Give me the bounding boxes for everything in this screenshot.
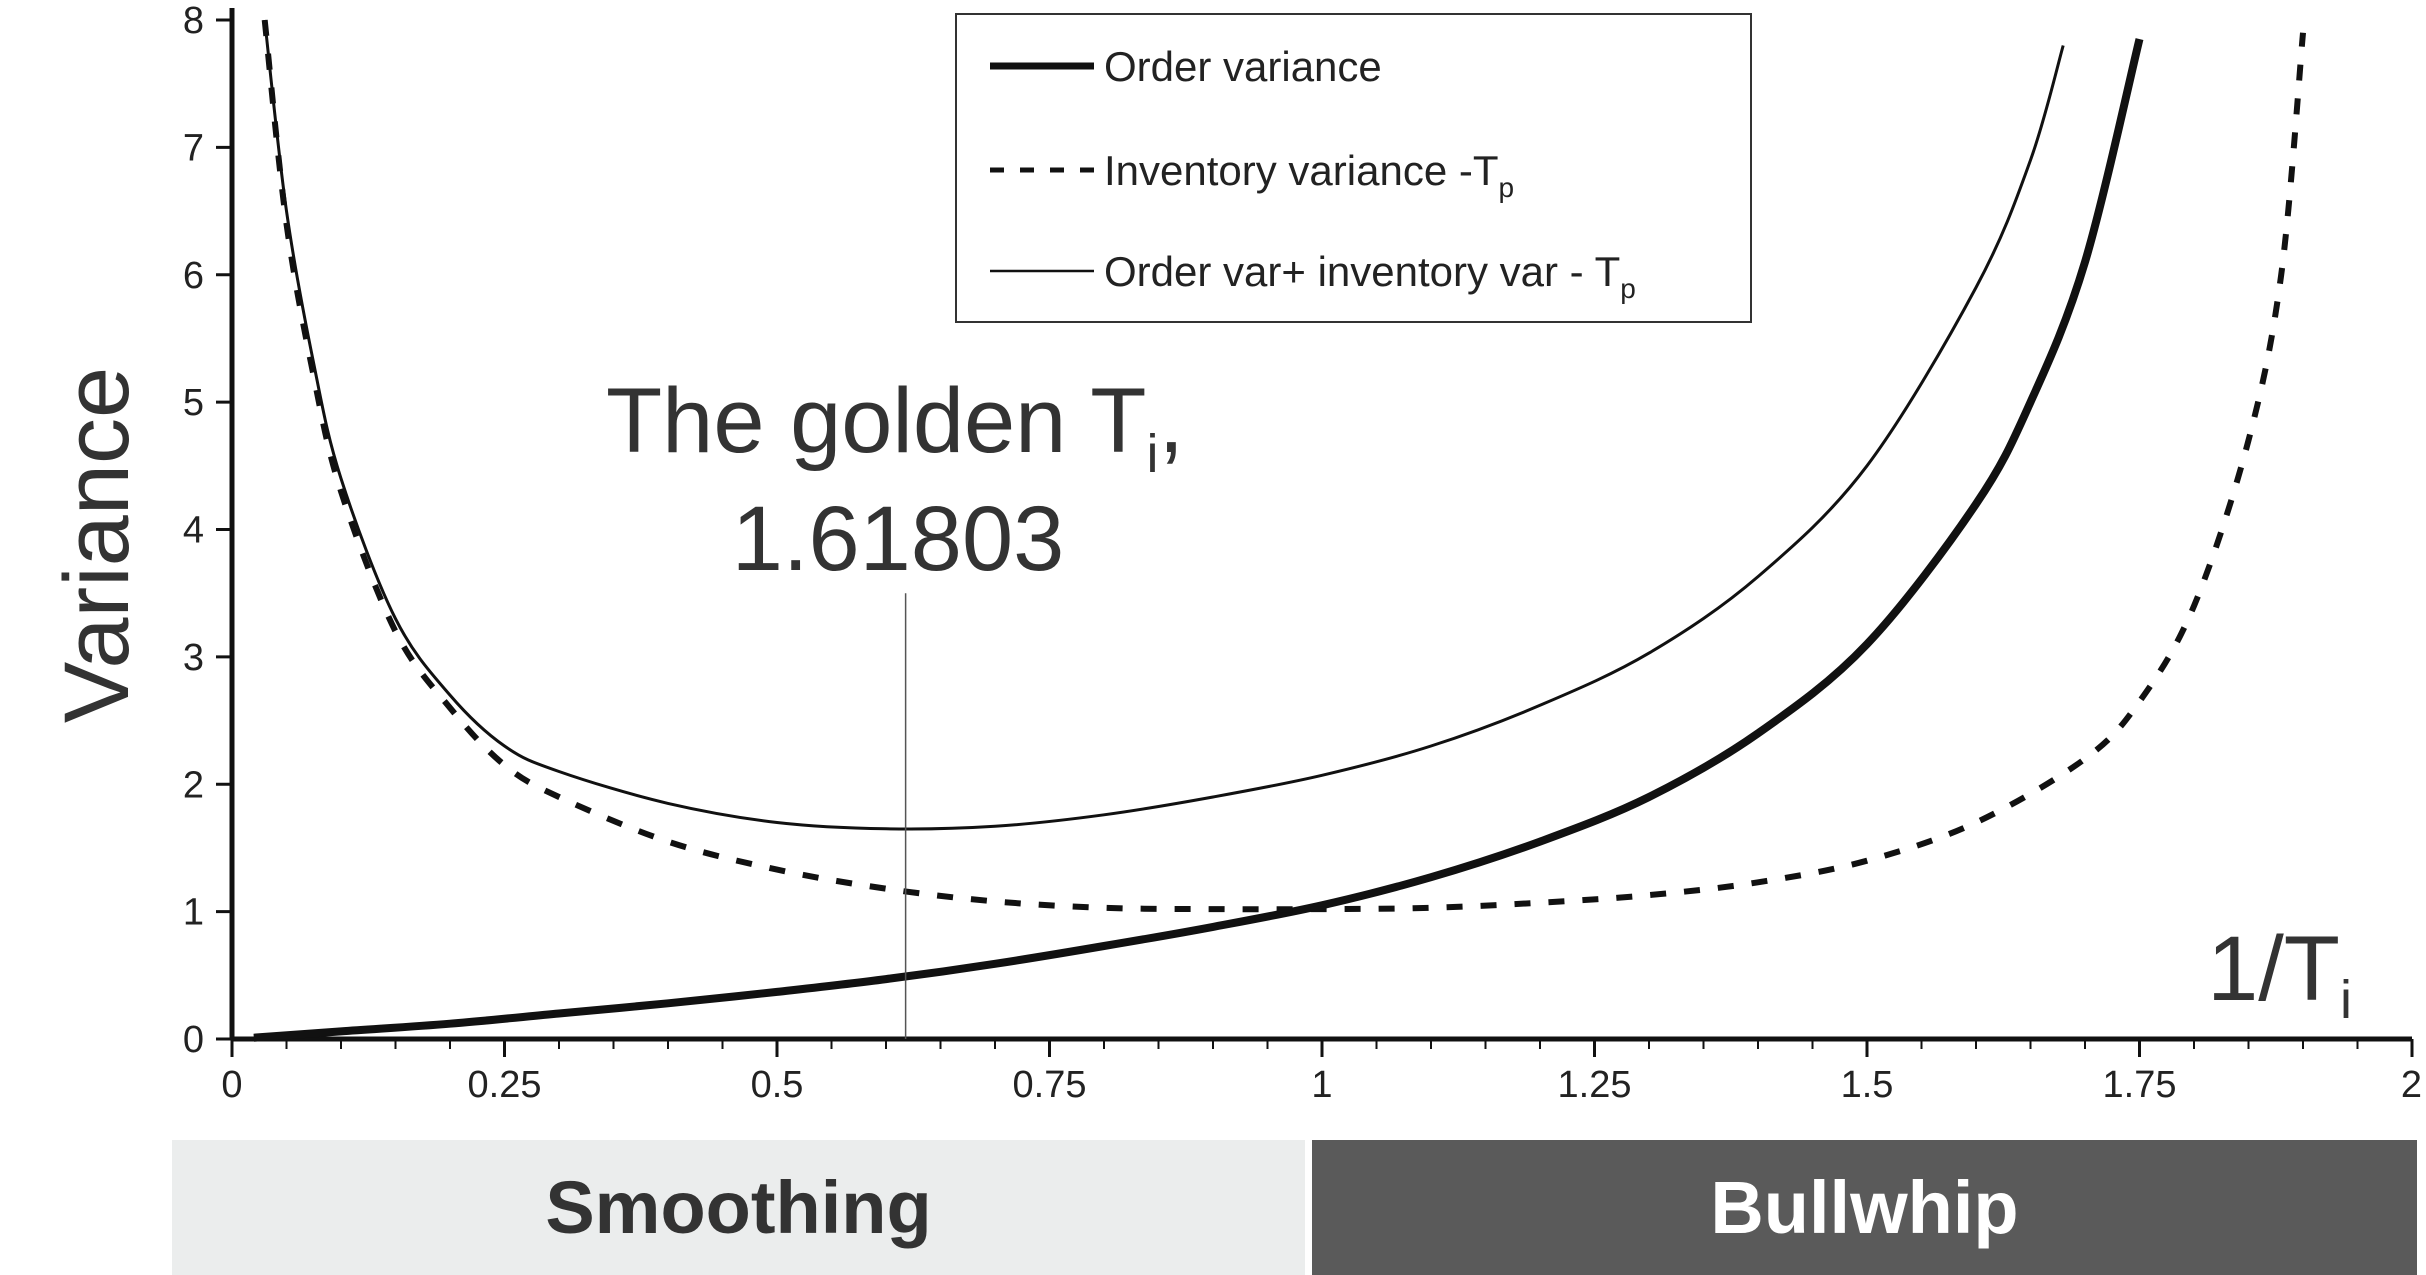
series-combined-variance <box>263 19 2065 831</box>
bullwhip-label: Bullwhip <box>1710 1166 2019 1249</box>
legend: Order variance Inventory variance -Tp Or… <box>955 13 1752 323</box>
x-axis-title: 1/Ti <box>2207 918 2352 1030</box>
legend-item-inventory-variance: Inventory variance -Tp <box>990 147 1514 203</box>
y-ticks: 0 1 2 3 4 5 6 7 8 <box>183 0 232 1061</box>
legend-label-inventory-variance: Inventory variance -Tp <box>1104 147 1514 203</box>
y-tick-label: 1 <box>183 892 204 934</box>
y-tick-label: 4 <box>183 510 204 552</box>
series-inventory-variance <box>261 19 2306 913</box>
x-tick-label: 0 <box>221 1064 242 1106</box>
legend-item-combined-variance: Order var+ inventory var - Tp <box>990 248 1636 304</box>
golden-annotation-title: The golden Ti, <box>606 370 1184 484</box>
x-tick-label: 2 <box>2401 1064 2422 1106</box>
series-order-variance <box>253 38 2144 1042</box>
golden-annotation: The golden Ti, 1.61803 <box>606 370 1184 1039</box>
y-axis: 0 1 2 3 4 5 6 7 8 <box>183 0 235 1061</box>
y-tick-label: 3 <box>183 637 204 679</box>
y-tick-label: 6 <box>183 255 204 297</box>
x-tick-label: 0.25 <box>468 1064 542 1106</box>
x-tick-label: 0.75 <box>1013 1064 1087 1106</box>
series-group <box>253 19 2306 1042</box>
y-tick-label: 8 <box>183 0 204 42</box>
x-ticks: 0 0.25 0.5 0.75 1 1.25 1.5 1.75 2 <box>221 1039 2422 1106</box>
smoothing-label: Smoothing <box>545 1166 932 1249</box>
x-axis: 0 0.25 0.5 0.75 1 1.25 1.5 1.75 2 <box>221 1036 2422 1106</box>
y-axis-title: Variance <box>46 367 148 723</box>
golden-annotation-value: 1.61803 <box>732 488 1065 590</box>
y-tick-label: 0 <box>183 1019 204 1061</box>
legend-item-order-variance: Order variance <box>990 43 1382 90</box>
x-tick-label: 1.75 <box>2103 1064 2177 1106</box>
x-tick-label: 1 <box>1311 1064 1332 1106</box>
y-tick-label: 7 <box>183 127 204 169</box>
legend-label-order-variance: Order variance <box>1104 43 1382 90</box>
x-tick-label: 1.25 <box>1558 1064 1632 1106</box>
smoothing-region: Smoothing <box>172 1140 1305 1275</box>
y-tick-label: 2 <box>183 764 204 806</box>
legend-label-combined-variance: Order var+ inventory var - Tp <box>1104 248 1636 304</box>
x-tick-label: 0.5 <box>751 1064 804 1106</box>
bullwhip-region: Bullwhip <box>1312 1140 2417 1275</box>
y-tick-label: 5 <box>183 382 204 424</box>
chart: 0 1 2 3 4 5 6 7 8 0 0.25 0.5 0.75 1 1.25 1.5 1.75 2 Vari… <box>46 0 2422 1106</box>
x-tick-label: 1.5 <box>1841 1064 1894 1106</box>
